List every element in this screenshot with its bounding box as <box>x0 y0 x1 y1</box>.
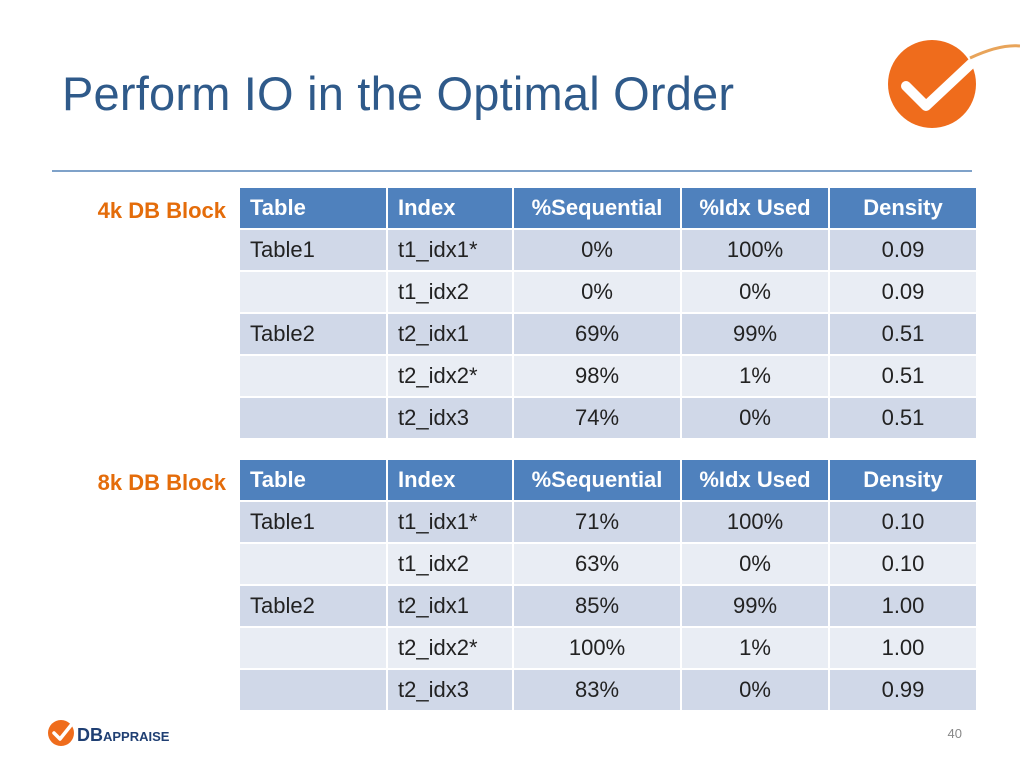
header-idx-used: %Idx Used <box>680 186 830 230</box>
cell-index: t1_idx2 <box>386 270 514 314</box>
cell-idx-used: 0% <box>680 668 830 712</box>
cell-idx-used: 0% <box>680 542 830 586</box>
cell-index: t2_idx1 <box>386 584 514 628</box>
cell-density: 0.09 <box>828 228 978 272</box>
cell-sequential: 63% <box>512 542 682 586</box>
header-idx-used: %Idx Used <box>680 458 830 502</box>
title-divider <box>52 170 972 172</box>
dbappraise-logo: DB Appraise <box>48 720 170 746</box>
footer-brand-db: DB <box>77 725 103 745</box>
cell-sequential: 71% <box>512 500 682 544</box>
slide-title: Perform IO in the Optimal Order <box>62 67 735 120</box>
table-row: Table2 t2_idx1 69% 99% 0.51 <box>238 312 978 356</box>
table-header-row: Table Index %Sequential %Idx Used Densit… <box>238 186 978 230</box>
cell-density: 1.00 <box>828 584 978 628</box>
cell-idx-used: 1% <box>680 354 830 398</box>
cell-sequential: 83% <box>512 668 682 712</box>
cell-density: 0.10 <box>828 542 978 586</box>
table-row: Table1 t1_idx1* 71% 100% 0.10 <box>238 500 978 544</box>
cell-density: 0.10 <box>828 500 978 544</box>
table-row: Table2 t2_idx1 85% 99% 1.00 <box>238 584 978 628</box>
table-8k-block: Table Index %Sequential %Idx Used Densit… <box>238 458 978 712</box>
cell-sequential: 74% <box>512 396 682 440</box>
header-sequential: %Sequential <box>512 186 682 230</box>
cell-sequential: 98% <box>512 354 682 398</box>
cell-table <box>238 354 388 398</box>
table-row: t2_idx2* 98% 1% 0.51 <box>238 354 978 398</box>
cell-index: t2_idx3 <box>386 396 514 440</box>
table-row: t2_idx3 74% 0% 0.51 <box>238 396 978 440</box>
cell-table <box>238 542 388 586</box>
table-row: Table1 t1_idx1* 0% 100% 0.09 <box>238 228 978 272</box>
cell-sequential: 69% <box>512 312 682 356</box>
cell-sequential: 100% <box>512 626 682 670</box>
cell-sequential: 0% <box>512 270 682 314</box>
table-4k-block: Table Index %Sequential %Idx Used Densit… <box>238 186 978 440</box>
block-label-8k: 8k DB Block <box>97 470 226 495</box>
cell-idx-used: 99% <box>680 312 830 356</box>
cell-table: Table2 <box>238 584 388 628</box>
cell-index: t1_idx2 <box>386 542 514 586</box>
cell-sequential: 85% <box>512 584 682 628</box>
cell-index: t2_idx3 <box>386 668 514 712</box>
footer-brand-rest: Appraise <box>103 729 170 744</box>
cell-table <box>238 626 388 670</box>
cell-density: 0.09 <box>828 270 978 314</box>
cell-idx-used: 100% <box>680 228 830 272</box>
cell-index: t2_idx2* <box>386 354 514 398</box>
cell-table: Table1 <box>238 500 388 544</box>
table-row: t1_idx2 0% 0% 0.09 <box>238 270 978 314</box>
cell-idx-used: 100% <box>680 500 830 544</box>
header-density: Density <box>828 186 978 230</box>
cell-index: t2_idx2* <box>386 626 514 670</box>
table-row: t2_idx2* 100% 1% 1.00 <box>238 626 978 670</box>
cell-sequential: 0% <box>512 228 682 272</box>
table-row: t2_idx3 83% 0% 0.99 <box>238 668 978 712</box>
header-table: Table <box>238 186 388 230</box>
cell-idx-used: 99% <box>680 584 830 628</box>
footer-check-icon <box>48 720 74 746</box>
header-density: Density <box>828 458 978 502</box>
cell-index: t1_idx1* <box>386 500 514 544</box>
cell-table <box>238 270 388 314</box>
cell-table <box>238 396 388 440</box>
cell-idx-used: 0% <box>680 396 830 440</box>
cell-index: t2_idx1 <box>386 312 514 356</box>
cell-density: 0.99 <box>828 668 978 712</box>
cell-density: 1.00 <box>828 626 978 670</box>
table-header-row: Table Index %Sequential %Idx Used Densit… <box>238 458 978 502</box>
cell-index: t1_idx1* <box>386 228 514 272</box>
cell-density: 0.51 <box>828 396 978 440</box>
header-table: Table <box>238 458 388 502</box>
page-number: 40 <box>947 726 962 741</box>
table-row: t1_idx2 63% 0% 0.10 <box>238 542 978 586</box>
checkmark-logo-icon <box>888 40 1020 128</box>
header-index: Index <box>386 186 514 230</box>
header-index: Index <box>386 458 514 502</box>
header-sequential: %Sequential <box>512 458 682 502</box>
cell-table <box>238 668 388 712</box>
cell-idx-used: 1% <box>680 626 830 670</box>
cell-table: Table1 <box>238 228 388 272</box>
block-label-4k: 4k DB Block <box>97 198 226 223</box>
cell-idx-used: 0% <box>680 270 830 314</box>
cell-table: Table2 <box>238 312 388 356</box>
cell-density: 0.51 <box>828 354 978 398</box>
cell-density: 0.51 <box>828 312 978 356</box>
